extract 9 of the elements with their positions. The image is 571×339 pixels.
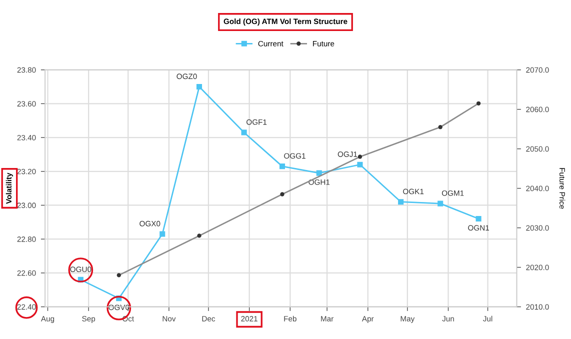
point — [398, 199, 404, 205]
point — [196, 84, 202, 90]
point — [357, 162, 363, 168]
point — [438, 200, 444, 206]
point — [279, 164, 286, 170]
point — [241, 130, 247, 136]
point — [160, 231, 166, 237]
point — [476, 216, 482, 222]
point — [316, 170, 322, 176]
